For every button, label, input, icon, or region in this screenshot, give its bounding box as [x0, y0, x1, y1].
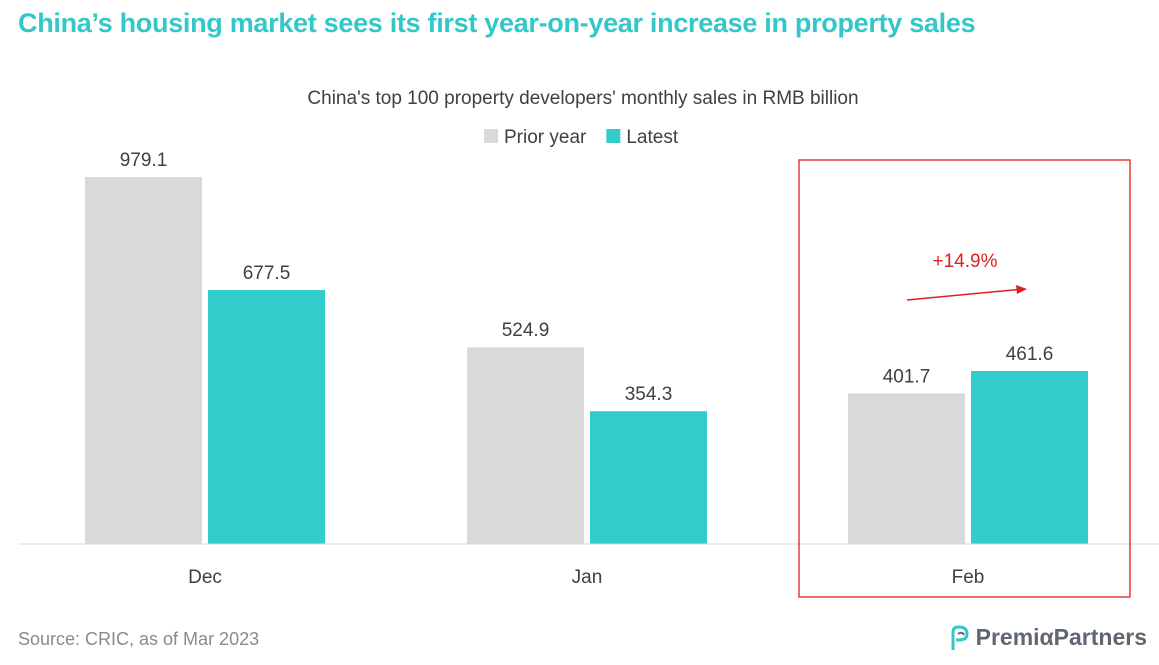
highlight-box	[798, 159, 1131, 598]
bar-feb-1	[971, 370, 1088, 544]
brand-name: PremiαPartners	[975, 624, 1147, 650]
bar-dec-0	[85, 177, 202, 544]
bar-chart: China's top 100 property developers' mon…	[18, 88, 1159, 598]
x-tick-label-dec: Dec	[188, 567, 222, 588]
trend-arrow-line	[906, 288, 1019, 301]
bar-dec-1	[208, 290, 325, 544]
bar-feb-0	[848, 393, 965, 544]
brand-logo: PremiαPartners	[949, 624, 1147, 651]
source-note: Source: CRIC, as of Mar 2023	[18, 629, 260, 649]
data-label-jan-1: 354.3	[625, 384, 673, 405]
legend-swatch-1	[606, 129, 621, 143]
bar-jan-1	[590, 411, 707, 544]
legend-label-0: Prior year	[504, 127, 587, 148]
chart-title: China's top 100 property developers' mon…	[307, 88, 858, 109]
x-tick-label-jan: Jan	[572, 567, 603, 588]
p-leaf-logo-icon	[951, 624, 969, 650]
growth-annotation: +14.9%	[933, 251, 998, 272]
trend-arrow-head	[1016, 285, 1027, 294]
data-label-feb-0: 401.7	[883, 366, 931, 387]
data-label-dec-1: 677.5	[243, 263, 291, 284]
legend-swatch-0	[484, 129, 498, 143]
data-label-feb-1: 461.6	[1006, 344, 1054, 365]
data-label-jan-0: 524.9	[502, 320, 550, 341]
bar-jan-0	[467, 347, 584, 544]
data-label-dec-0: 979.1	[120, 150, 168, 171]
headline: China’s housing market sees its first ye…	[18, 8, 976, 38]
x-tick-label-feb: Feb	[952, 567, 985, 588]
legend-label-1: Latest	[626, 127, 678, 148]
